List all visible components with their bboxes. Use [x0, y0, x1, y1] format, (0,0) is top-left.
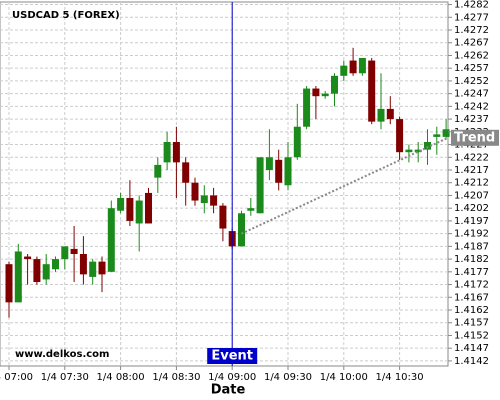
candle-body [368, 60, 376, 122]
x-tick-label: 1/4 08:30 [152, 372, 200, 383]
candle-body [442, 129, 450, 137]
x-tick-label: 1/4 08:00 [97, 372, 145, 383]
y-tick-label: 1.4242 [454, 101, 489, 112]
candle-body [331, 75, 338, 94]
y-tick-label: 1.4182 [454, 254, 489, 265]
y-tick-label: 1.4157 [454, 318, 489, 329]
candle-body [14, 251, 22, 303]
candle-body [52, 259, 59, 270]
y-tick-label: 1.4172 [454, 280, 489, 291]
y-tick-label: 1.4162 [454, 305, 489, 316]
y-tick-label: 1.4277 [454, 12, 489, 23]
y-tick-label: 1.4207 [454, 190, 489, 201]
trend-line [241, 136, 449, 235]
candle-body [303, 88, 311, 127]
candle-body [33, 259, 41, 282]
candle-body [61, 246, 69, 260]
x-tick-label: 1/4 09:00 [208, 372, 256, 383]
candle-body [182, 162, 190, 183]
y-tick-label: 1.4147 [454, 343, 489, 354]
candle-body [5, 264, 13, 303]
y-tick-label: 1.4252 [454, 76, 489, 87]
candle-body [42, 264, 50, 280]
candle-body [200, 195, 208, 204]
candle-body [405, 149, 413, 153]
candle-body [321, 93, 329, 97]
y-tick-label: 1.4257 [454, 63, 489, 74]
candle-body [340, 65, 348, 76]
candle-body [191, 182, 199, 201]
candle-body [219, 205, 227, 229]
x-tick-label: 1/4 07:00 [0, 372, 33, 383]
plot-area [0, 1, 449, 367]
y-tick-label: 1.4177 [454, 267, 489, 278]
candle-body [349, 60, 357, 74]
trend-label-box [451, 129, 499, 146]
candle-body [377, 108, 385, 122]
candle-body [312, 88, 320, 97]
y-tick-label: 1.4142 [454, 356, 489, 367]
trend-label: Trend [454, 130, 495, 145]
candle-body [433, 134, 441, 137]
y-tick-label: 1.4187 [454, 241, 489, 252]
chart-title: USDCAD 5 (FOREX) [12, 10, 120, 21]
event-label-box [207, 348, 258, 364]
y-tick-label: 1.4217 [454, 165, 489, 176]
x-tick-label: 1/4 10:00 [320, 372, 368, 383]
y-tick-label: 1.4192 [454, 229, 489, 240]
candle-body [154, 164, 162, 178]
candle-body [238, 213, 245, 247]
candle-body [163, 142, 171, 163]
candle-body [284, 157, 292, 186]
y-tick-label: 1.4152 [454, 330, 489, 341]
candle-body [275, 159, 283, 183]
candle-body [24, 256, 32, 260]
candle-body [70, 248, 78, 254]
candle-body [89, 261, 97, 277]
y-tick-label: 1.4282 [454, 0, 489, 11]
x-tick-label: 1/4 10:30 [376, 372, 424, 383]
y-tick-label: 1.4267 [454, 38, 489, 49]
candle-body [126, 198, 134, 221]
candle-body [98, 261, 106, 275]
y-tick-label: 1.4167 [454, 292, 489, 303]
candle-body [172, 142, 180, 163]
watermark: www.delkos.com [15, 349, 109, 360]
candle-body [265, 157, 273, 170]
y-tick-label: 1.4197 [454, 216, 489, 227]
x-axis-label: Date [211, 383, 246, 398]
x-tick-label: 1/4 09:30 [264, 372, 312, 383]
y-tick-label: 1.4212 [454, 178, 489, 189]
event-label: Event [211, 349, 253, 364]
candle-body [247, 208, 255, 211]
candle-body [293, 126, 301, 158]
candle-body [107, 208, 115, 272]
y-tick-label: 1.4237 [454, 114, 489, 125]
y-tick-label: 1.4262 [454, 50, 489, 61]
candle-body [256, 157, 264, 214]
y-tick-label: 1.4272 [454, 25, 489, 36]
candle-body [210, 195, 218, 206]
candle-body [117, 198, 125, 211]
candle-body [396, 119, 404, 153]
candle-body [414, 149, 422, 153]
candle-body [424, 142, 431, 150]
y-tick-label: 1.4222 [454, 152, 489, 163]
candle-body [358, 58, 366, 74]
candle-body [79, 254, 87, 275]
candles [5, 47, 450, 318]
candle-body [135, 200, 143, 224]
x-tick-label: 1/4 07:30 [41, 372, 89, 383]
y-tick-label: 1.4247 [454, 89, 489, 100]
candle-body [386, 108, 394, 120]
y-tick-label: 1.4202 [454, 203, 489, 214]
candle-body [145, 192, 152, 224]
